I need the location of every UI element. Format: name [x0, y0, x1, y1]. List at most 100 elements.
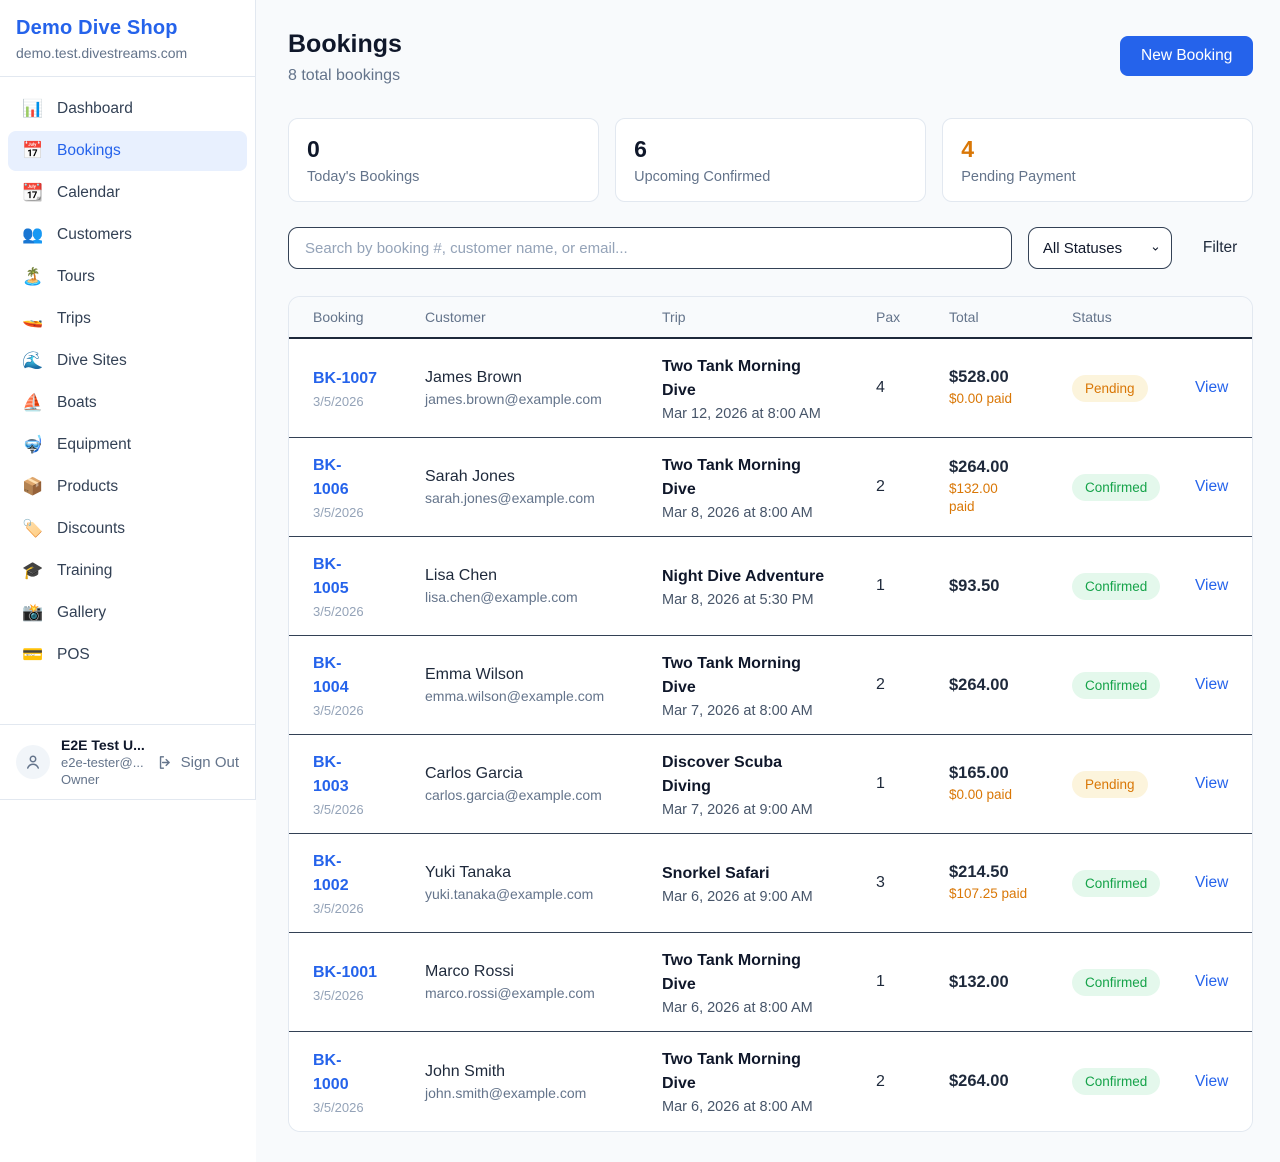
sidebar-item-label: Customers: [57, 226, 132, 243]
stats-cards: 0 Today's Bookings 6 Upcoming Confirmed …: [288, 118, 1254, 202]
booking-id-link[interactable]: BK- 1006: [313, 457, 349, 498]
booking-date: 3/5/2026: [313, 703, 364, 718]
customer-email: marco.rossi@example.com: [425, 985, 595, 1001]
sidebar-item-pos[interactable]: 💳 POS: [8, 635, 247, 675]
booking-date: 3/5/2026: [313, 394, 364, 409]
credit-card-icon: 💳: [22, 645, 44, 664]
sidebar-item-calendar[interactable]: 📆 Calendar: [8, 173, 247, 213]
status-badge: Pending: [1072, 770, 1148, 798]
sidebar-item-trips[interactable]: 🚤 Trips: [8, 299, 247, 339]
status-badge: Confirmed: [1072, 473, 1161, 501]
page-subtitle: 8 total bookings: [288, 67, 401, 84]
paid-amount: $0.00 paid: [949, 787, 1013, 802]
sidebar-header: Demo Dive Shop demo.test.divestreams.com: [0, 0, 255, 77]
wave-icon: 🌊: [22, 351, 44, 370]
column-header-booking: Booking: [313, 309, 364, 325]
sidebar-item-gallery[interactable]: 📸 Gallery: [8, 593, 247, 633]
sidebar-item-label: Boats: [57, 394, 97, 411]
sidebar-item-products[interactable]: 📦 Products: [8, 467, 247, 507]
column-header-pax: Pax: [876, 309, 901, 325]
customer-name: Marco Rossi: [425, 963, 514, 980]
user-info: E2E Test U... e2e-tester@... Owner: [61, 737, 146, 787]
view-link[interactable]: View: [1195, 775, 1229, 792]
package-icon: 📦: [22, 477, 44, 496]
trip-datetime: Mar 8, 2026 at 8:00 AM: [662, 504, 813, 521]
booking-id-link[interactable]: BK- 1002: [313, 853, 349, 894]
view-link[interactable]: View: [1195, 973, 1229, 990]
trip-datetime: Mar 12, 2026 at 8:00 AM: [662, 405, 821, 422]
total-amount: $528.00: [949, 368, 1009, 386]
sign-out-button[interactable]: Sign Out: [157, 754, 239, 771]
trip-name: Two Tank Morning Dive: [662, 654, 801, 696]
shop-title: Demo Dive Shop: [16, 17, 178, 39]
booking-id-link[interactable]: BK- 1004: [313, 655, 349, 696]
view-link[interactable]: View: [1195, 577, 1229, 594]
customer-name: Yuki Tanaka: [425, 864, 511, 881]
paid-amount: $132.00 paid: [949, 481, 998, 514]
user-role: Owner: [61, 772, 100, 787]
pax-count: 2: [876, 478, 885, 495]
sidebar-item-dashboard[interactable]: 📊 Dashboard: [8, 89, 247, 129]
shop-domain: demo.test.divestreams.com: [16, 45, 188, 61]
trip-datetime: Mar 6, 2026 at 8:00 AM: [662, 1099, 813, 1115]
booking-id-link[interactable]: BK- 1003: [313, 754, 349, 795]
sidebar-item-customers[interactable]: 👥 Customers: [8, 215, 247, 255]
booking-id-link[interactable]: BK- 1000: [313, 1051, 349, 1093]
total-amount: $264.00: [949, 675, 1009, 694]
bar-chart-icon: 📊: [22, 99, 44, 118]
sidebar-item-equipment[interactable]: 🤿 Equipment: [8, 425, 247, 465]
new-booking-button[interactable]: New Booking: [1120, 36, 1254, 76]
table-header-row: Booking Customer Trip Pax Total Status: [289, 297, 1253, 339]
view-link[interactable]: View: [1195, 1072, 1229, 1090]
status-badge: Confirmed: [1072, 869, 1161, 897]
view-link[interactable]: View: [1195, 874, 1229, 891]
sailboat-icon: ⛵: [22, 393, 44, 412]
sidebar-item-tours[interactable]: 🏝️ Tours: [8, 257, 247, 297]
logout-icon: [159, 755, 170, 769]
status-filter-select[interactable]: All Statuses: [1027, 227, 1172, 269]
customer-name: Carlos Garcia: [425, 765, 523, 782]
sidebar-item-discounts[interactable]: 🏷️ Discounts: [8, 509, 247, 549]
customer-email: lisa.chen@example.com: [425, 589, 578, 605]
booking-id-link[interactable]: BK- 1005: [313, 556, 349, 597]
customer-name: Lisa Chen: [425, 567, 498, 584]
sidebar-item-label: Tours: [57, 268, 95, 285]
avatar: [16, 745, 50, 779]
view-link[interactable]: View: [1195, 478, 1229, 495]
table-row: BK- 1005 3/5/2026 Lisa Chen lisa.chen@ex…: [289, 537, 1253, 636]
graduation-cap-icon: 🎓: [22, 561, 44, 580]
filter-button[interactable]: Filter: [1202, 239, 1238, 256]
page-title: Bookings: [288, 30, 402, 58]
sidebar-nav: 📊 Dashboard 📅 Bookings 📆 Calendar 👥 Cust…: [0, 77, 255, 724]
view-link[interactable]: View: [1195, 676, 1229, 693]
sidebar-item-dive-sites[interactable]: 🌊 Dive Sites: [8, 341, 247, 381]
pax-count: 1: [876, 577, 885, 594]
stat-value: 6: [634, 136, 647, 162]
speedboat-icon: 🚤: [22, 309, 44, 328]
sidebar-item-bookings[interactable]: 📅 Bookings: [8, 131, 247, 171]
tear-off-calendar-icon: 📆: [22, 183, 44, 202]
trip-name: Snorkel Safari: [662, 864, 770, 882]
booking-id-link[interactable]: BK-1007: [313, 370, 378, 387]
users-icon: 👥: [22, 225, 44, 244]
search-input[interactable]: [288, 227, 1012, 269]
sidebar-item-training[interactable]: 🎓 Training: [8, 551, 247, 591]
status-badge: Confirmed: [1072, 968, 1161, 996]
trip-datetime: Mar 7, 2026 at 8:00 AM: [662, 702, 813, 719]
view-link[interactable]: View: [1195, 379, 1229, 396]
calendar-icon: 📅: [22, 141, 44, 160]
column-header-customer: Customer: [425, 309, 486, 325]
booking-id-link[interactable]: BK-1001: [313, 964, 378, 981]
paid-amount: $107.25 paid: [949, 886, 1028, 901]
table-row: BK- 1002 3/5/2026 Yuki Tanaka yuki.tanak…: [289, 834, 1253, 933]
sidebar-item-label: POS: [57, 646, 90, 663]
customer-name: John Smith: [425, 1062, 506, 1080]
pax-count: 3: [876, 874, 885, 891]
booking-date: 3/5/2026: [313, 901, 364, 916]
diving-mask-icon: 🤿: [22, 435, 44, 454]
status-badge: Pending: [1072, 374, 1148, 402]
sidebar-item-label: Bookings: [57, 142, 121, 159]
customer-email: yuki.tanaka@example.com: [425, 886, 594, 902]
column-header-status: Status: [1072, 309, 1112, 325]
sidebar-item-boats[interactable]: ⛵ Boats: [8, 383, 247, 423]
